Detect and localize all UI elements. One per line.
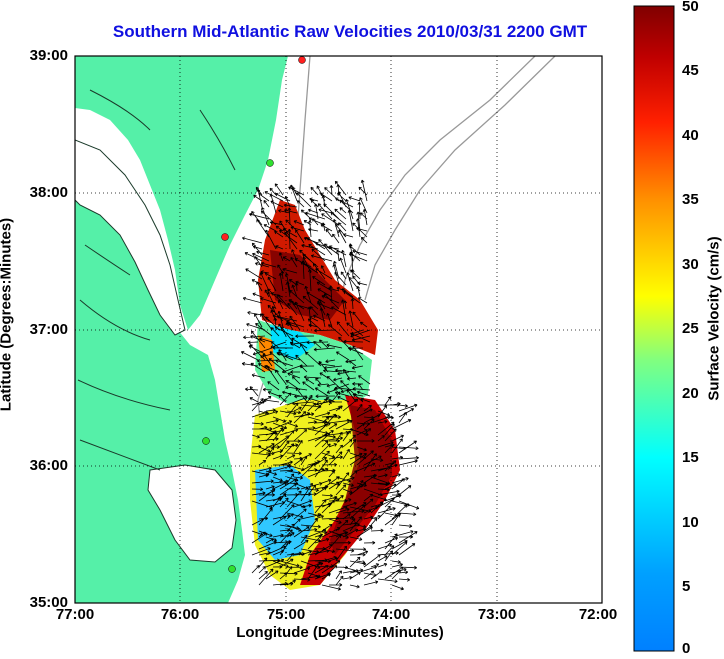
- colorbar-tick-label: 15: [682, 449, 699, 466]
- velocity-arrow-set: [240, 179, 420, 591]
- colorbar-tick-label: 30: [682, 256, 699, 273]
- colorbar-tick-label: 35: [682, 191, 699, 208]
- radar-site-marker: [221, 233, 229, 241]
- colorbar: [633, 5, 675, 652]
- radar-site-marker: [228, 565, 236, 573]
- colorbar-tick-label: 25: [682, 320, 699, 337]
- colorbar-label: Surface Velocity (cm/s): [705, 236, 723, 401]
- albemarle-pamlico-sound: [147, 464, 237, 563]
- chesapeake-bay: [75, 139, 186, 336]
- colorbar-tick-label: 40: [682, 127, 699, 144]
- colorbar-tick-label: 45: [682, 62, 699, 79]
- y-tick-label: 37:00: [29, 321, 68, 338]
- x-axis-label: Longitude (Degrees:Minutes): [236, 624, 444, 641]
- colorbar-tick-label: 0: [682, 640, 691, 657]
- land-delmarva: [75, 56, 288, 330]
- y-tick-label: 38:00: [29, 184, 68, 201]
- y-tick-label: 39:00: [29, 47, 68, 64]
- y-tick-label: 35:00: [29, 594, 68, 611]
- plot-frame: [74, 55, 603, 604]
- y-axis-label: Latitude (Degrees:Minutes): [0, 217, 15, 412]
- river-lines: [77, 89, 236, 471]
- radar-site-marker: [298, 56, 306, 64]
- colorbar-tick-label: 50: [682, 0, 699, 15]
- y-tick-label: 36:00: [29, 457, 68, 474]
- radar-site-marker: [266, 159, 274, 167]
- x-tick-label: 74:00: [371, 606, 411, 623]
- radar-site-marker: [202, 437, 210, 445]
- bathymetry-contour-2: [339, 56, 536, 306]
- velocity-patch-north-core: [270, 250, 345, 320]
- colorbar-tick-label: 5: [682, 578, 691, 595]
- x-tick-label: 73:00: [477, 606, 517, 623]
- map-title: Southern Mid-Atlantic Raw Velocities 201…: [112, 22, 588, 41]
- x-tick-label: 75:00: [266, 606, 306, 623]
- x-tick-label: 72:00: [578, 606, 618, 623]
- x-tick-label: 76:00: [160, 606, 200, 623]
- colorbar-tick-label: 10: [682, 514, 699, 531]
- colorbar-tick-label: 20: [682, 385, 699, 402]
- bathymetry-contour-3: [364, 56, 556, 301]
- velocity-vectors: [240, 179, 420, 591]
- x-tick-label: 77:00: [55, 606, 95, 623]
